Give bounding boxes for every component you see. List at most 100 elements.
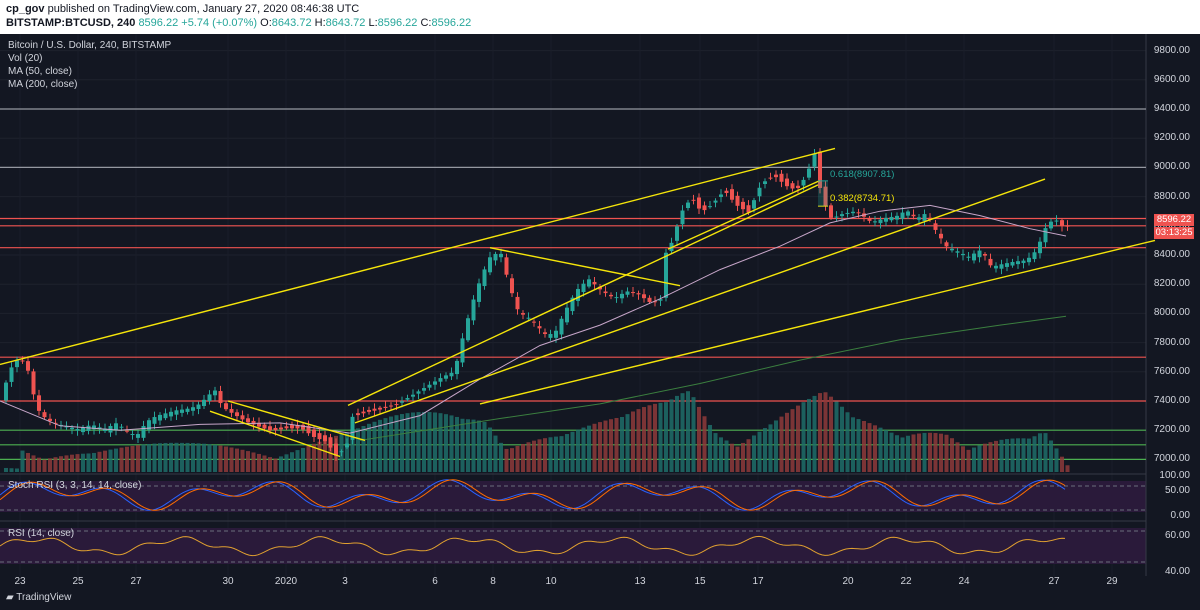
candle-body xyxy=(339,451,344,453)
volume-bar xyxy=(449,415,454,472)
trendline xyxy=(347,184,819,407)
rsi-tick-60: 60.00 xyxy=(1164,530,1190,541)
volume-bar xyxy=(642,407,646,472)
candle-body xyxy=(466,318,470,341)
volume-bar xyxy=(807,398,811,472)
volume-bar xyxy=(1016,438,1020,472)
candle-body xyxy=(807,168,811,178)
tradingview-logo-icon: ▰ xyxy=(6,592,17,603)
volume-bar xyxy=(180,442,184,472)
volume-bar xyxy=(719,437,723,472)
candle-body xyxy=(433,381,437,385)
volume-bar xyxy=(895,435,899,472)
volume-bar xyxy=(163,442,168,472)
candle-body xyxy=(603,291,608,294)
candle-body xyxy=(917,217,921,220)
candle-body xyxy=(928,217,932,220)
volume-bar xyxy=(570,431,575,472)
volume-bar xyxy=(675,395,679,472)
volume-bar xyxy=(999,439,1004,472)
candle-body xyxy=(911,214,916,217)
candle-body xyxy=(345,443,349,448)
ma200-line xyxy=(359,315,1067,441)
price-tick-label: 8400.00 xyxy=(1153,249,1190,260)
legend-ma50[interactable]: MA (50, close) xyxy=(8,66,72,77)
price-tick-label: 7000.00 xyxy=(1153,453,1190,465)
volume-bar xyxy=(246,451,250,472)
rsi-title[interactable]: RSI (14, close) xyxy=(8,528,75,539)
volume-bar xyxy=(229,447,234,472)
volume-bar xyxy=(345,432,349,472)
volume-bar xyxy=(796,405,800,472)
symbol-name: BITSTAMP:BTCUSD, 240 xyxy=(6,17,136,29)
volume-bar xyxy=(174,442,179,472)
candle-body xyxy=(631,292,635,294)
low-label: L: xyxy=(368,17,378,29)
trendlines[interactable] xyxy=(0,147,1156,458)
candle-body xyxy=(4,382,8,401)
volume-bar xyxy=(81,453,85,472)
candle-body xyxy=(262,424,267,429)
candle-body xyxy=(647,297,652,303)
candle-body xyxy=(537,326,542,329)
candle-body xyxy=(460,338,465,363)
candle-body xyxy=(411,394,415,397)
volume-bar xyxy=(521,444,525,472)
publisher-name[interactable]: cp_gov xyxy=(6,3,45,15)
volume-bar xyxy=(636,409,641,472)
legend-vol[interactable]: Vol (20) xyxy=(8,53,43,64)
time-tick-label: 27 xyxy=(130,576,142,587)
volume-bar xyxy=(70,454,74,472)
volume-bar xyxy=(1054,448,1059,472)
candle-body xyxy=(790,183,795,189)
candle-body xyxy=(169,411,173,417)
volume-bar xyxy=(730,443,734,472)
volume-bar xyxy=(504,448,509,472)
volume-bar xyxy=(185,442,190,472)
tradingview-brand: ▰ TradingView xyxy=(6,592,71,603)
volume-bar xyxy=(576,429,580,472)
candle-body xyxy=(955,251,960,253)
candle-body xyxy=(1005,263,1009,267)
candle-body xyxy=(900,212,905,219)
legend-ma200[interactable]: MA (200, close) xyxy=(8,79,78,90)
volume-bar xyxy=(202,443,206,472)
time-tick-label: 10 xyxy=(545,576,557,587)
volume-bar xyxy=(367,423,371,472)
volume-bar xyxy=(702,416,707,472)
volume-bar xyxy=(708,424,712,472)
volume-bar xyxy=(433,412,437,472)
volume-bar xyxy=(361,426,366,472)
candle-body xyxy=(708,206,712,208)
candle-body xyxy=(251,420,256,425)
candle-body xyxy=(37,395,41,411)
volume-bar xyxy=(741,442,745,472)
candle-body xyxy=(477,283,481,302)
volume-bar xyxy=(554,436,558,472)
candle-body xyxy=(972,253,976,261)
candle-body xyxy=(735,195,740,206)
volume-bar xyxy=(983,443,987,472)
volume-bar xyxy=(488,427,492,472)
low-value: 8596.22 xyxy=(377,17,418,29)
time-tick-label: 8 xyxy=(490,576,496,587)
candle-body xyxy=(53,422,58,424)
volume-bar xyxy=(851,417,855,472)
candle-body xyxy=(42,412,47,418)
stoch-title[interactable]: Stoch RSI (3, 3, 14, 14, close) xyxy=(8,480,142,491)
legend-title: Bitcoin / U.S. Dollar, 240, BITSTAMP xyxy=(8,40,172,51)
volume-bar xyxy=(592,423,597,472)
price-tick-label: 8800.00 xyxy=(1153,190,1190,202)
volume-bar xyxy=(389,416,393,472)
symbol-line: BITSTAMP:BTCUSD, 240 8596.22 +5.74 (+0.0… xyxy=(6,17,471,29)
trendline xyxy=(479,239,1156,405)
volume-bar xyxy=(587,425,591,472)
volume-bar xyxy=(620,417,624,472)
candle-body xyxy=(906,211,910,216)
volume-bar xyxy=(884,430,888,472)
volume-bar xyxy=(763,428,767,472)
open-value: 8643.72 xyxy=(271,17,312,29)
price-chart[interactable] xyxy=(0,34,1200,610)
volume-bar xyxy=(158,443,162,472)
volume-bar xyxy=(790,409,795,472)
